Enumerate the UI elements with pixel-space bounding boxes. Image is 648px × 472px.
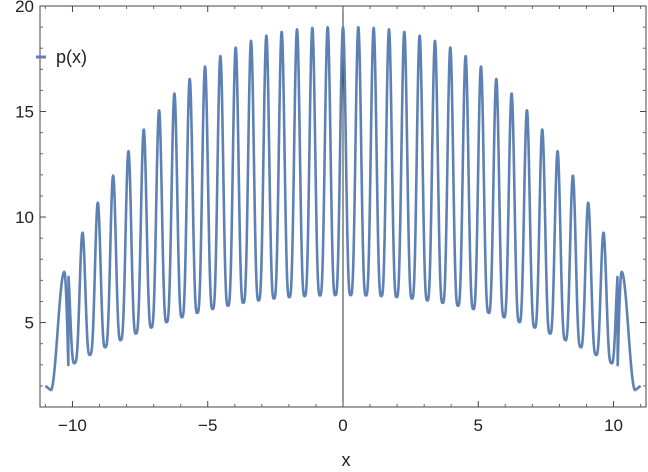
y-tick-label: 10 <box>15 208 34 227</box>
x-tick-label: −10 <box>58 416 87 435</box>
x-axis-title: x <box>342 450 351 470</box>
series-line-p <box>44 25 642 392</box>
legend: p(x) <box>36 47 87 67</box>
y-tick-label: 20 <box>15 0 34 16</box>
series-layer <box>44 25 642 392</box>
y-tick-label: 15 <box>15 103 34 122</box>
x-tick-label: 0 <box>338 416 347 435</box>
x-tick-label: 10 <box>604 416 623 435</box>
x-tick-label: 5 <box>474 416 483 435</box>
x-tick-label: −5 <box>198 416 217 435</box>
legend-label: p(x) <box>56 47 87 67</box>
y-ticks: 5 10 15 20 <box>15 0 646 387</box>
y-tick-label: 5 <box>25 314 34 333</box>
x-ticks: −10 −5 0 5 10 <box>44 6 642 435</box>
